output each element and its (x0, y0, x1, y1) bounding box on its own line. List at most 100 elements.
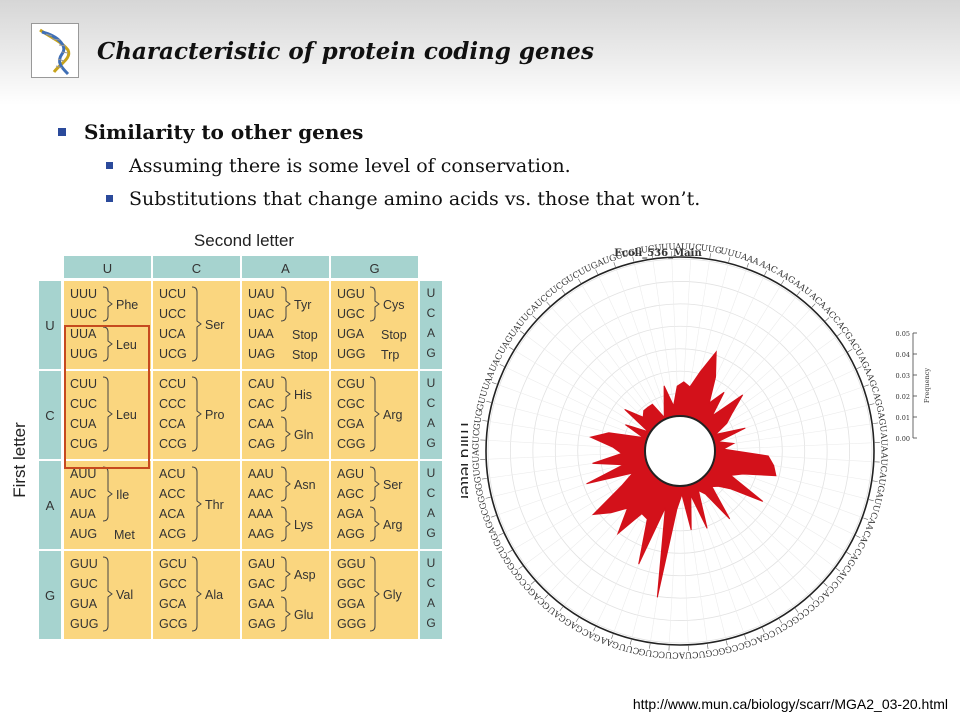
codon-text: AUC (70, 487, 96, 501)
codon-tick (485, 496, 491, 499)
codon-table: Second letter First letter Third letter U C A… (10, 231, 468, 639)
codon-text: CCG (159, 437, 187, 451)
amino-acid-text: Gln (294, 428, 314, 442)
first-letter-label: First letter (10, 422, 29, 498)
codon-text: UCG (159, 347, 187, 361)
brace-shape (191, 376, 202, 452)
sub-bullet-1-text: Assuming there is some level of conserva… (129, 155, 571, 177)
brace-shape (102, 556, 113, 632)
grid-spoke (694, 482, 762, 626)
codon-tick (707, 644, 709, 650)
codon-text: CUA (70, 417, 97, 431)
scale-tick-label: 0.01 (896, 414, 910, 422)
codon-label: GUC (471, 429, 482, 450)
third-letter-text: A (427, 596, 435, 610)
codon-tick (595, 269, 599, 275)
grid-ring (554, 325, 806, 577)
third-letter-label: Third letter (457, 419, 468, 501)
amino-acid-text: Ala (205, 588, 223, 602)
amino-acid-text: Stop (381, 328, 407, 342)
sub-bullet-2: Substitutions that change amino acids vs… (106, 188, 700, 210)
codon-label: UUU (719, 246, 742, 261)
codon-label: CUG (638, 646, 660, 659)
codon-text: UAG (248, 347, 275, 361)
codon-text: CCA (159, 417, 186, 431)
brace-shape (280, 596, 291, 632)
codon-label: CUU (618, 641, 641, 656)
codon-text: CAC (248, 397, 274, 411)
source-url[interactable]: http://www.mun.ca/biology/scarr/MGA2_03-… (632, 696, 948, 712)
codon-tick (872, 480, 878, 482)
codon-tick (825, 317, 830, 322)
codon-text: CGC (337, 397, 365, 411)
codon-label: CGU (698, 646, 720, 659)
third-letter-text: U (427, 466, 436, 480)
codon-label: CGG (717, 641, 739, 656)
codon-text: AGG (337, 527, 365, 541)
codon-label: AUG (875, 470, 888, 493)
codon-text: GCU (159, 557, 187, 571)
grid-spoke (538, 320, 655, 428)
codon-text: GCC (159, 577, 187, 591)
grid-spoke (711, 369, 855, 437)
bullet-square-icon (106, 194, 113, 202)
grid-ring (577, 348, 783, 554)
first-letter-cell (39, 461, 61, 549)
amino-acid-text: Trp (381, 348, 399, 362)
codon-text: CCU (159, 377, 186, 391)
amino-acid-text: Leu (116, 338, 137, 352)
codon-tick (869, 403, 875, 406)
codon-text: ACC (159, 487, 185, 501)
brace-shape (102, 376, 113, 452)
codon-tick (746, 263, 749, 268)
codon-label: GUA (471, 449, 482, 470)
codon-label: CUA (678, 649, 699, 660)
amino-acid-text: Arg (383, 518, 403, 532)
grid-spoke (598, 276, 666, 420)
second-letter-text: G (369, 261, 379, 276)
grid-spoke (713, 405, 867, 444)
codon-text: GAU (248, 557, 275, 571)
codon-text: GUC (70, 577, 98, 591)
amino-acid-text: Phe (116, 298, 138, 312)
codon-text: GCA (159, 597, 187, 611)
codon-tick (709, 253, 711, 259)
brace-shape (102, 286, 113, 322)
amino-acid-text: Asp (294, 568, 316, 582)
codon-text: AUU (70, 467, 96, 481)
bullet-square-icon (58, 127, 66, 136)
codon-tick (796, 290, 801, 296)
codon-tick (482, 420, 488, 422)
grid-ring (487, 258, 873, 644)
grid-spoke (506, 367, 649, 437)
codon-tick (764, 270, 767, 276)
brace-shape (369, 376, 380, 452)
brace-shape (369, 506, 380, 542)
codon-text: CCC (159, 397, 186, 411)
brace-shape (280, 376, 291, 412)
radar-title: Ecoli_536_Main (614, 248, 702, 259)
codon-tick (544, 594, 549, 599)
second-letter-header-cell (331, 256, 418, 278)
codon-label: UGU (640, 243, 662, 256)
grid-spoke (711, 465, 854, 535)
codon-label: AGC (864, 372, 880, 395)
codon-tick (491, 515, 497, 518)
codon-text: UAU (248, 287, 274, 301)
codon-tick (863, 517, 868, 520)
amino-acid-text: Arg (383, 408, 403, 422)
grid-spoke (652, 260, 676, 417)
codon-tick (823, 582, 828, 587)
amino-acid-text: His (294, 388, 312, 402)
sub-bullet-1: Assuming there is some level of conserva… (106, 155, 571, 177)
third-letter-text: U (427, 556, 436, 570)
codon-tick (809, 596, 814, 601)
codon-tick (744, 634, 747, 640)
second-letter-label: Second letter (194, 231, 295, 250)
codon-tick (499, 364, 505, 367)
grid-spoke (566, 295, 660, 423)
codon-tick (855, 535, 861, 538)
codon-label: AUU (870, 490, 885, 513)
grid-spoke (697, 286, 781, 422)
codon-text: GGC (337, 577, 365, 591)
